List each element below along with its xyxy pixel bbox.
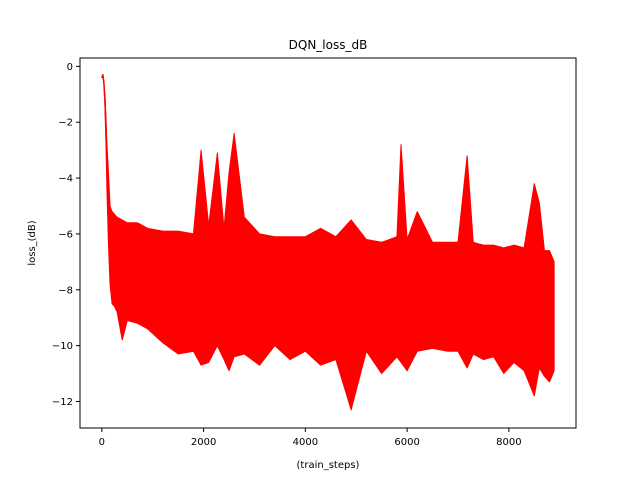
y-tick-label: −6: [58, 229, 73, 240]
y-axis: 0 −2 −4 −6 −8 −10 −12: [52, 62, 80, 408]
x-axis: 0 2000 4000 6000 8000: [99, 428, 522, 448]
y-tick-label: −10: [52, 341, 73, 352]
x-tick-label: 6000: [394, 437, 419, 448]
series-0-band: [101, 74, 555, 411]
x-tick-label: 2000: [191, 437, 216, 448]
y-tick-label: −4: [58, 174, 73, 185]
plot-area: [101, 74, 555, 411]
x-tick-label: 0: [99, 437, 105, 448]
y-tick-label: −8: [58, 285, 73, 296]
axes-frame: [79, 57, 577, 429]
y-tick-label: 0: [67, 62, 73, 73]
y-tick-label: −2: [58, 118, 73, 129]
x-axis-label: (train_steps): [297, 460, 360, 471]
chart-title: DQN_loss_dB: [289, 38, 368, 52]
y-axis-label: loss_(dB): [27, 220, 38, 265]
series-0-line: [101, 74, 555, 294]
y-tick-label: −12: [52, 397, 73, 408]
x-tick-label: 8000: [496, 437, 521, 448]
x-tick-label: 4000: [293, 437, 318, 448]
